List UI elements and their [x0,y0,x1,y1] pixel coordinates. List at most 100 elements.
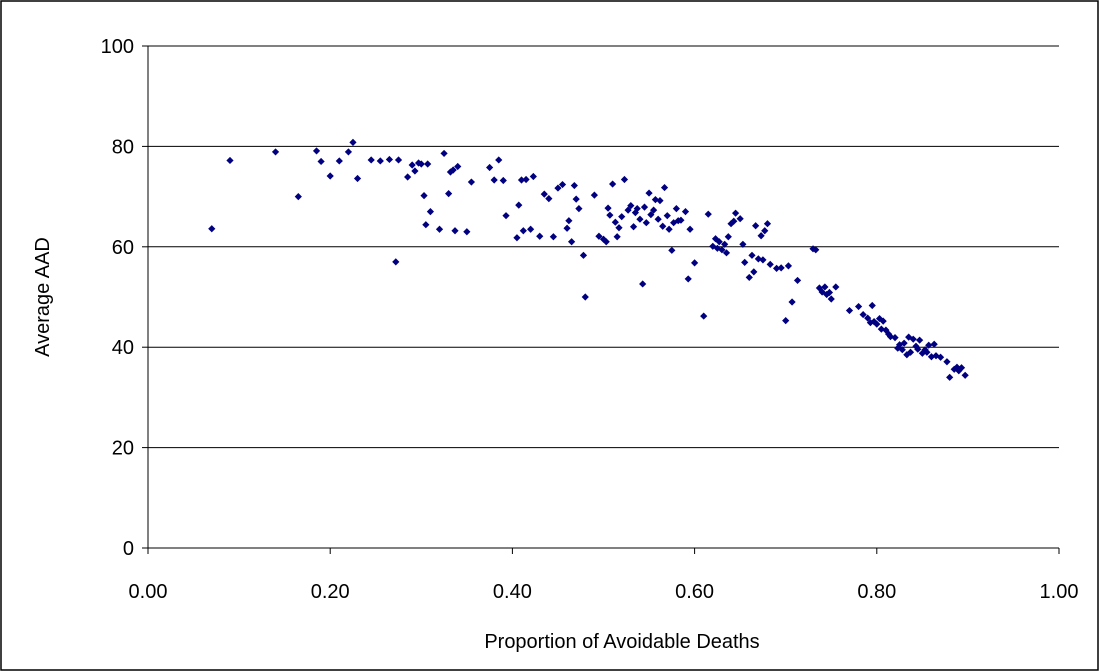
data-point [517,176,526,184]
data-point [925,341,933,349]
data-point [344,148,353,156]
data-point [529,172,537,181]
data-point [668,246,676,254]
data-point [627,202,635,210]
data-point [722,249,731,257]
data-point [953,363,961,371]
data-point [812,246,820,254]
data-point [554,184,562,192]
data-point [700,312,708,320]
data-point [903,351,911,359]
data-point [654,215,662,223]
data-point [558,180,567,189]
data-point [866,319,875,327]
data-point [513,234,521,242]
data-point [684,275,692,283]
data-point [868,301,876,310]
data-point [581,293,589,301]
data-point [618,213,626,221]
data-point [611,218,619,226]
y-tick-label-0: 0 [123,538,134,560]
data-point [650,206,658,214]
data-point [718,246,726,254]
data-point [645,189,653,197]
data-point [454,162,462,171]
data-point [882,326,890,334]
data-point [715,238,723,246]
data-point [821,283,829,291]
data-point [879,317,887,325]
data-point [604,204,612,212]
data-point [536,232,544,240]
data-point [946,373,954,381]
data-point [606,211,614,219]
data-point [565,217,573,225]
data-point [575,205,583,213]
data-point [766,260,774,268]
data-point [445,189,453,198]
data-point [691,259,699,267]
data-point [759,256,767,264]
y-tick-label-1: 20 [112,438,134,460]
data-point [659,222,667,230]
x-tick-label-5: 1.00 [1040,581,1079,603]
data-point [745,273,753,282]
data-point [672,205,680,213]
data-point [894,344,902,352]
data-point [757,232,765,240]
data-point [490,176,498,184]
data-point [877,325,885,333]
data-point [414,159,423,167]
data-point [663,212,671,220]
data-point [711,235,720,243]
data-point [750,268,758,276]
data-point [640,203,649,211]
data-point [900,339,908,347]
data-point [943,358,951,366]
data-point [704,210,712,218]
data-point [568,238,576,246]
data-point [827,295,835,303]
data-point [570,181,578,190]
data-point [208,225,216,233]
data-point [777,264,785,272]
data-point [815,284,824,292]
data-point [502,212,510,220]
tick-labels: 0 20 40 60 80 100 0.00 0.20 0.40 0.60 0.80 1.00 [101,36,1079,603]
data-point [864,314,872,322]
data-point [898,346,906,354]
data-point [499,176,507,185]
data-point [312,147,321,155]
data-point [422,221,430,229]
data-point [891,334,899,342]
data-point [326,172,334,180]
data-point [752,222,760,230]
data-point [784,262,793,270]
data-point [686,225,694,233]
data-point [748,251,756,259]
data-point [620,175,629,184]
y-tick-label-5: 100 [101,36,134,58]
data-point [392,258,400,266]
data-point [741,258,749,266]
data-point [271,148,280,156]
data-point [602,238,610,246]
data-point [527,225,535,233]
data-point [772,264,781,272]
data-point [367,156,375,164]
data-point [540,190,548,198]
data-point [677,216,685,224]
data-point [449,166,457,174]
data-point [873,320,881,328]
data-point [914,345,922,353]
data-point [440,149,448,158]
data-point [670,219,678,227]
data-point [629,223,638,231]
data-point [955,367,963,375]
data-point [633,205,641,213]
data-point [515,201,523,209]
data-point [950,365,958,373]
y-tick-label-2: 40 [112,337,134,359]
data-point [317,157,325,166]
